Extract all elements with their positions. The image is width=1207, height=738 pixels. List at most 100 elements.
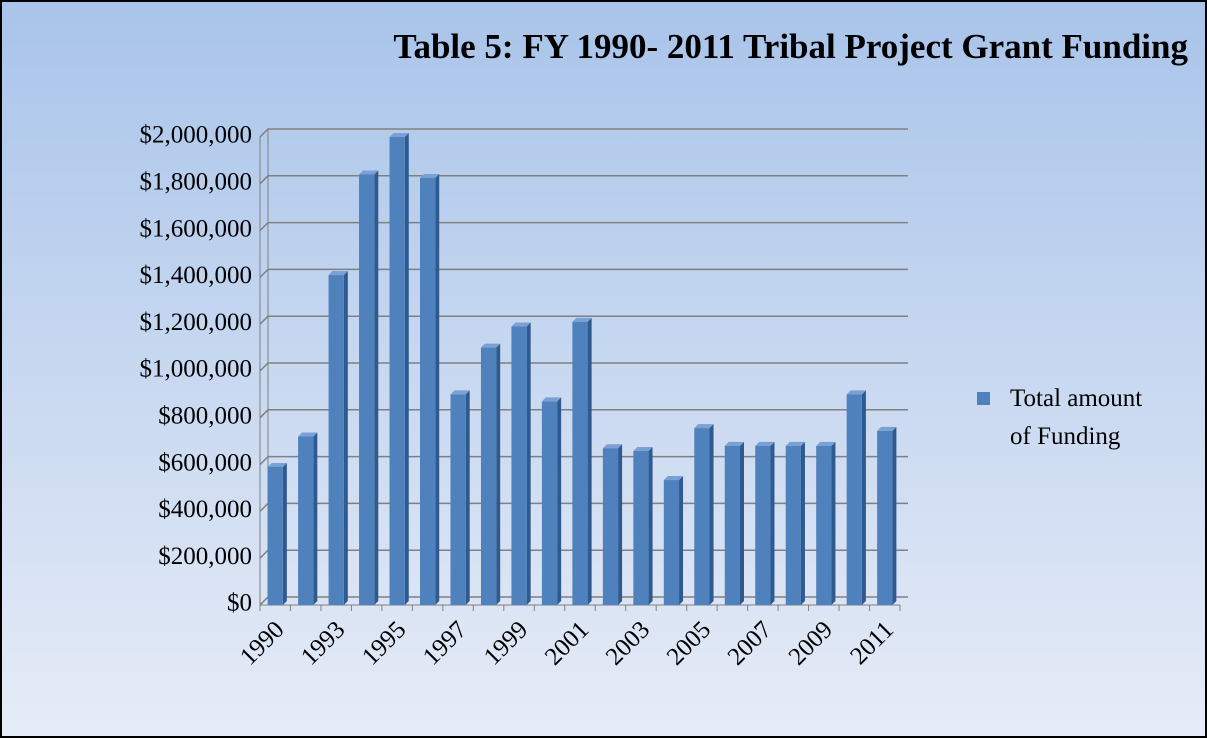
y-tick-label: $1,200,000 (140, 309, 253, 336)
bar (694, 424, 714, 605)
bar-face (618, 444, 623, 605)
bar-face (633, 451, 649, 605)
bar-face (298, 436, 314, 605)
y-tick-label: $2,000,000 (140, 122, 253, 149)
bar-face (679, 476, 684, 605)
bar-face (328, 275, 344, 605)
bar-face (846, 394, 862, 605)
y-tick-label: $800,000 (158, 403, 252, 430)
grid-line (259, 175, 908, 185)
bar-face (831, 441, 836, 605)
bar (298, 432, 318, 605)
grid-line (259, 409, 908, 419)
bar (511, 322, 531, 605)
bar (541, 397, 562, 605)
bar-face (816, 441, 836, 446)
bar-face (755, 445, 771, 605)
bar (877, 426, 897, 605)
bar-face (298, 432, 318, 437)
bar-face (420, 177, 436, 605)
grid-line (259, 268, 908, 278)
bar (846, 390, 866, 605)
grid-line (259, 128, 908, 138)
bar-face (465, 390, 470, 605)
bar-face (785, 441, 805, 446)
bar (359, 170, 379, 605)
y-tick-label: $1,000,000 (140, 356, 253, 383)
bar-face (404, 133, 409, 605)
bar-face (770, 441, 775, 605)
bar-face (420, 173, 440, 178)
bar-face (343, 271, 348, 605)
bar-face (663, 480, 680, 605)
bar (663, 476, 684, 605)
bar (785, 441, 805, 605)
bar-face (740, 441, 744, 605)
bar (816, 441, 836, 605)
bar-face (602, 444, 623, 449)
bar-face (694, 424, 714, 429)
bar-face (511, 326, 527, 605)
bar-face (846, 390, 866, 395)
grid-line (259, 221, 908, 232)
bar (602, 444, 623, 605)
bar (267, 462, 287, 605)
bar-face (557, 397, 562, 605)
bar-face (389, 137, 405, 605)
bar-face (267, 466, 283, 605)
bar (572, 317, 592, 605)
bar-face (663, 476, 684, 481)
legend-swatch (977, 392, 990, 405)
bar-face (328, 271, 348, 276)
bar-face (526, 322, 531, 605)
bar-face (648, 447, 653, 605)
bar-face (785, 445, 801, 605)
chart-title: Table 5: FY 1990- 2011 Tribal Project Gr… (393, 27, 1188, 66)
bar-face (435, 173, 440, 605)
bar-face (572, 317, 592, 322)
bar-face (724, 441, 744, 446)
bar-face (374, 170, 379, 605)
bar (724, 441, 744, 605)
y-tick-label: $600,000 (158, 449, 252, 476)
grid-line (259, 315, 908, 325)
y-tick-label: $0 (227, 590, 252, 617)
y-tick-label: $1,600,000 (140, 215, 253, 242)
bar-face (602, 448, 619, 605)
bar (389, 133, 409, 605)
bar-face (633, 447, 653, 452)
bar-face (450, 390, 470, 395)
bar-face (511, 322, 531, 327)
bar-face (359, 170, 379, 175)
bar-face (572, 321, 588, 605)
bar-face (877, 430, 893, 605)
bar-face (450, 394, 466, 605)
bar-face (359, 174, 375, 605)
bar-face (724, 445, 740, 605)
bar-face (800, 441, 805, 605)
bar-face (541, 397, 562, 402)
bar-face (861, 390, 866, 605)
bar-face (892, 426, 897, 605)
bar-face (389, 133, 409, 137)
bar-face (816, 445, 832, 605)
bar (755, 441, 775, 605)
grid-line (259, 362, 908, 372)
bar-face (587, 317, 592, 605)
bar (450, 390, 470, 605)
bar-face (313, 432, 318, 605)
y-tick-label: $1,800,000 (140, 169, 253, 196)
bar-face (496, 343, 501, 605)
bar-face (709, 424, 714, 605)
bar-face (480, 347, 497, 605)
bar-face (282, 462, 287, 605)
bar (633, 447, 653, 605)
bar-face (480, 343, 501, 348)
bar-face (267, 462, 287, 467)
bar-face (755, 441, 775, 446)
bar-face (694, 428, 710, 605)
y-tick-label: $400,000 (158, 496, 252, 523)
bar (328, 271, 348, 605)
